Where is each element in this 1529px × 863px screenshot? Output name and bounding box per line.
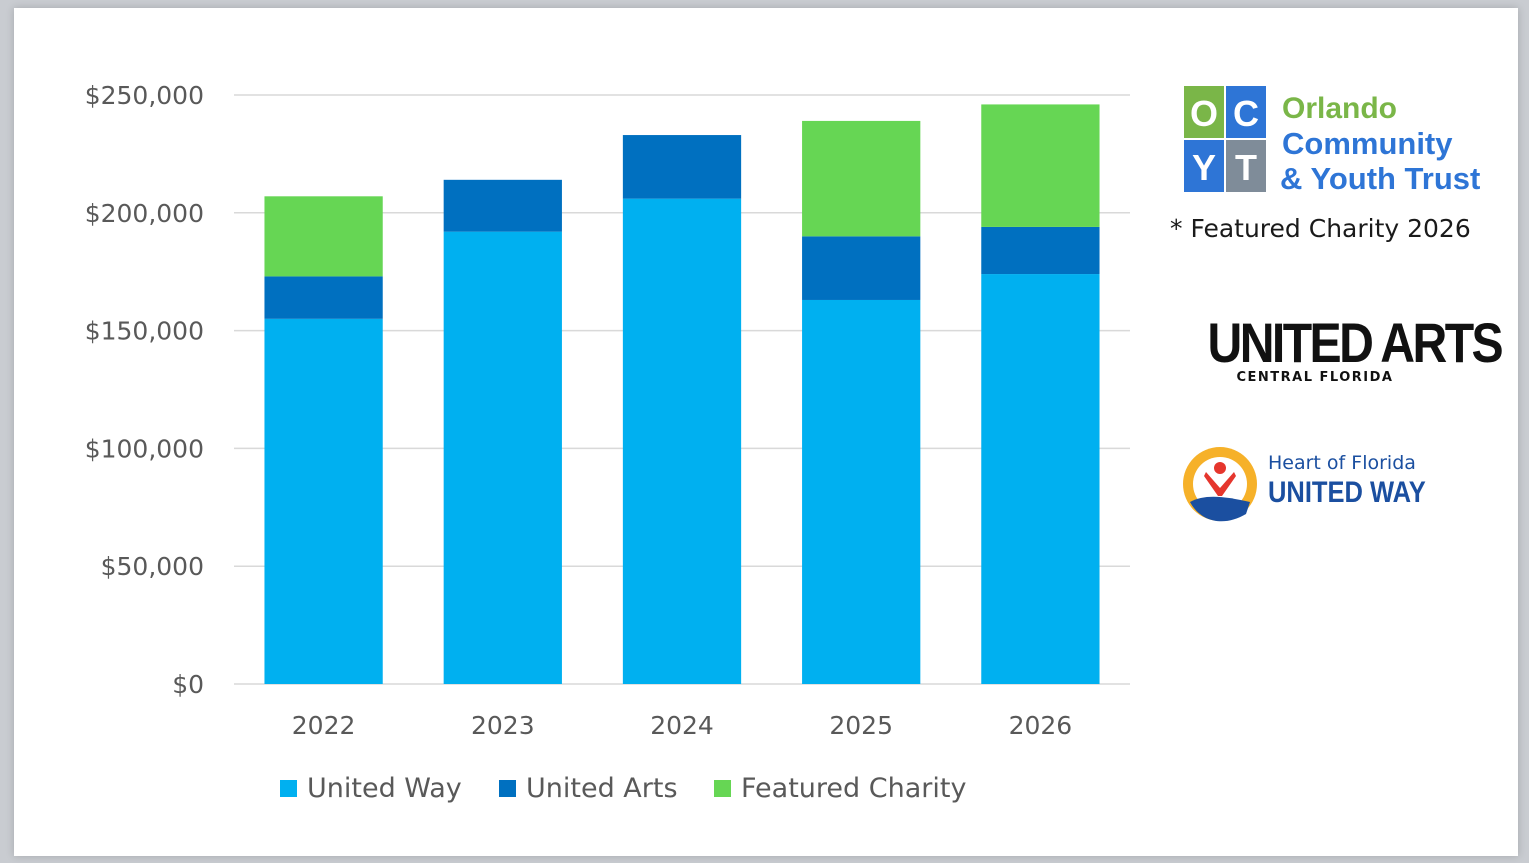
bar-united-arts-2025	[802, 236, 921, 300]
bar-united-way-2026	[981, 274, 1100, 684]
y-tick-label: $0	[172, 670, 204, 699]
stacked-bar-chart: $0 $50,000 $100,000 $150,000 $200,000 $250,00…	[85, 81, 1130, 804]
bar-united-way-2022	[264, 318, 383, 684]
ocyt-logo: O C Y T Orlando Community & Youth Trust	[1184, 86, 1480, 196]
x-tick-label: 2024	[650, 711, 714, 740]
x-tick-label: 2022	[292, 711, 356, 740]
ocyt-line1: Orlando	[1282, 92, 1397, 125]
y-tick-label: $150,000	[85, 317, 204, 346]
ocyt-tile-o: O	[1190, 93, 1218, 134]
ocyt-tile-c: C	[1233, 93, 1259, 134]
y-tick-label: $50,000	[101, 552, 204, 581]
legend-label: Featured Charity	[741, 773, 966, 804]
united-arts-logo: UNITED ARTS CENTRAL FLORIDA	[1190, 311, 1504, 396]
united-way-logo: Heart of Florida UNITED WAY	[1180, 442, 1450, 528]
united-way-logo-line2: UNITED WAY	[1268, 476, 1426, 509]
bar-united-arts-2024	[622, 135, 742, 199]
x-tick-label: 2023	[471, 711, 535, 740]
bar-united-arts-2022	[264, 276, 383, 319]
bar-united-way-2024	[622, 198, 742, 684]
bar-united-arts-2023	[443, 179, 562, 232]
united-arts-logo-main: UNITED ARTS	[1207, 311, 1504, 374]
united-way-logo-line1: Heart of Florida	[1268, 452, 1416, 474]
x-tick-label: 2025	[829, 711, 893, 740]
united-arts-logo-sub: CENTRAL FLORIDA	[1236, 370, 1394, 385]
legend-label: United Way	[307, 773, 462, 804]
legend-label: United Arts	[526, 773, 678, 804]
bar-united-arts-2026	[981, 226, 1100, 275]
bar-featured-charity-2022	[264, 196, 383, 277]
featured-charity-note: * Featured Charity 2026	[1170, 214, 1471, 243]
ocyt-line2: Community	[1282, 126, 1453, 161]
legend-swatch-united-arts	[499, 780, 516, 797]
legend-swatch-featured-charity	[714, 780, 731, 797]
ocyt-line3: & Youth Trust	[1280, 161, 1480, 196]
y-tick-label: $100,000	[85, 434, 204, 463]
bar-featured-charity-2025	[802, 120, 921, 237]
x-tick-label: 2026	[1009, 711, 1073, 740]
y-tick-label: $200,000	[85, 199, 204, 228]
united-way-emblem-icon	[1183, 447, 1257, 522]
bar-united-way-2025	[802, 299, 921, 684]
y-tick-label: $250,000	[85, 81, 204, 110]
bar-united-way-2023	[443, 231, 562, 684]
ocyt-tile-y: Y	[1192, 147, 1216, 188]
bar-featured-charity-2026	[981, 104, 1100, 227]
ocyt-tile-t: T	[1235, 147, 1257, 188]
legend-swatch-united-way	[280, 780, 297, 797]
slide-card: $0 $50,000 $100,000 $150,000 $200,000 $250,00…	[14, 8, 1518, 856]
